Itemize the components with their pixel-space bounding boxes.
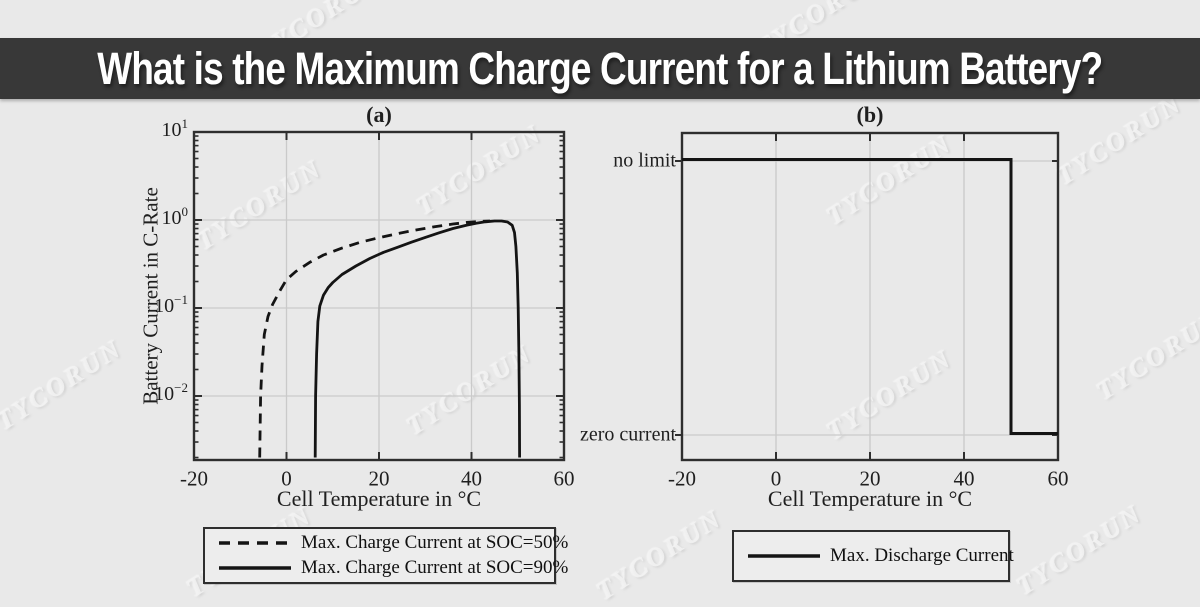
panel-a-title: (a) bbox=[366, 102, 392, 127]
y-category-label: no limit bbox=[613, 149, 676, 172]
solid-line-sample bbox=[219, 566, 291, 570]
legend-label: Max. Discharge Current bbox=[830, 545, 1014, 566]
x-tick-label: 60 bbox=[553, 466, 575, 491]
legend-panel-b: Max. Discharge Current bbox=[732, 530, 1014, 582]
x-tick-label: -20 bbox=[180, 466, 208, 491]
legend-entry: Max. Charge Current at SOC=50% bbox=[213, 532, 568, 554]
title-banner: What is the Maximum Charge Current for a… bbox=[0, 38, 1200, 99]
dashed-line-sample bbox=[219, 541, 291, 545]
x-tick-label: 20 bbox=[368, 466, 390, 491]
legend-panel-a: Max. Charge Current at SOC=50% Max. Charg… bbox=[203, 527, 568, 584]
legend-entry: Max. Charge Current at SOC=90% bbox=[213, 557, 568, 579]
x-tick-label: 40 bbox=[461, 466, 482, 491]
series-soc90-solid bbox=[313, 219, 521, 458]
x-tick-label: -20 bbox=[668, 466, 696, 491]
y-tick-label: 101 bbox=[161, 116, 189, 141]
x-axis-label-a: Cell Temperature in °C bbox=[276, 486, 482, 511]
x-axis-label-b: Cell Temperature in °C bbox=[767, 486, 973, 511]
y-tick-label: 10−2 bbox=[154, 380, 188, 405]
x-tick-label: 40 bbox=[953, 466, 975, 491]
solid-line-sample bbox=[748, 554, 820, 558]
y-axis-label: Battery Current in C-Rate bbox=[138, 187, 163, 405]
x-tick-label: 60 bbox=[1047, 466, 1069, 491]
y-tick-label: 100 bbox=[161, 204, 189, 229]
y-tick-label: 10−1 bbox=[154, 292, 188, 317]
x-tick-label: 20 bbox=[859, 466, 881, 491]
page-title: What is the Maximum Charge Current for a… bbox=[97, 42, 1103, 94]
legend-entry: Max. Discharge Current bbox=[742, 544, 1014, 569]
legend-label: Max. Charge Current at SOC=90% bbox=[301, 557, 569, 578]
series-soc50-dashed bbox=[258, 219, 491, 458]
x-tick-label: 0 bbox=[281, 466, 292, 491]
panel-b-title: (b) bbox=[856, 102, 884, 127]
y-category-label: zero current bbox=[579, 423, 676, 446]
series-discharge-step bbox=[682, 158, 1058, 435]
x-tick-label: 0 bbox=[770, 466, 782, 491]
legend-label: Max. Charge Current at SOC=50% bbox=[301, 532, 569, 553]
